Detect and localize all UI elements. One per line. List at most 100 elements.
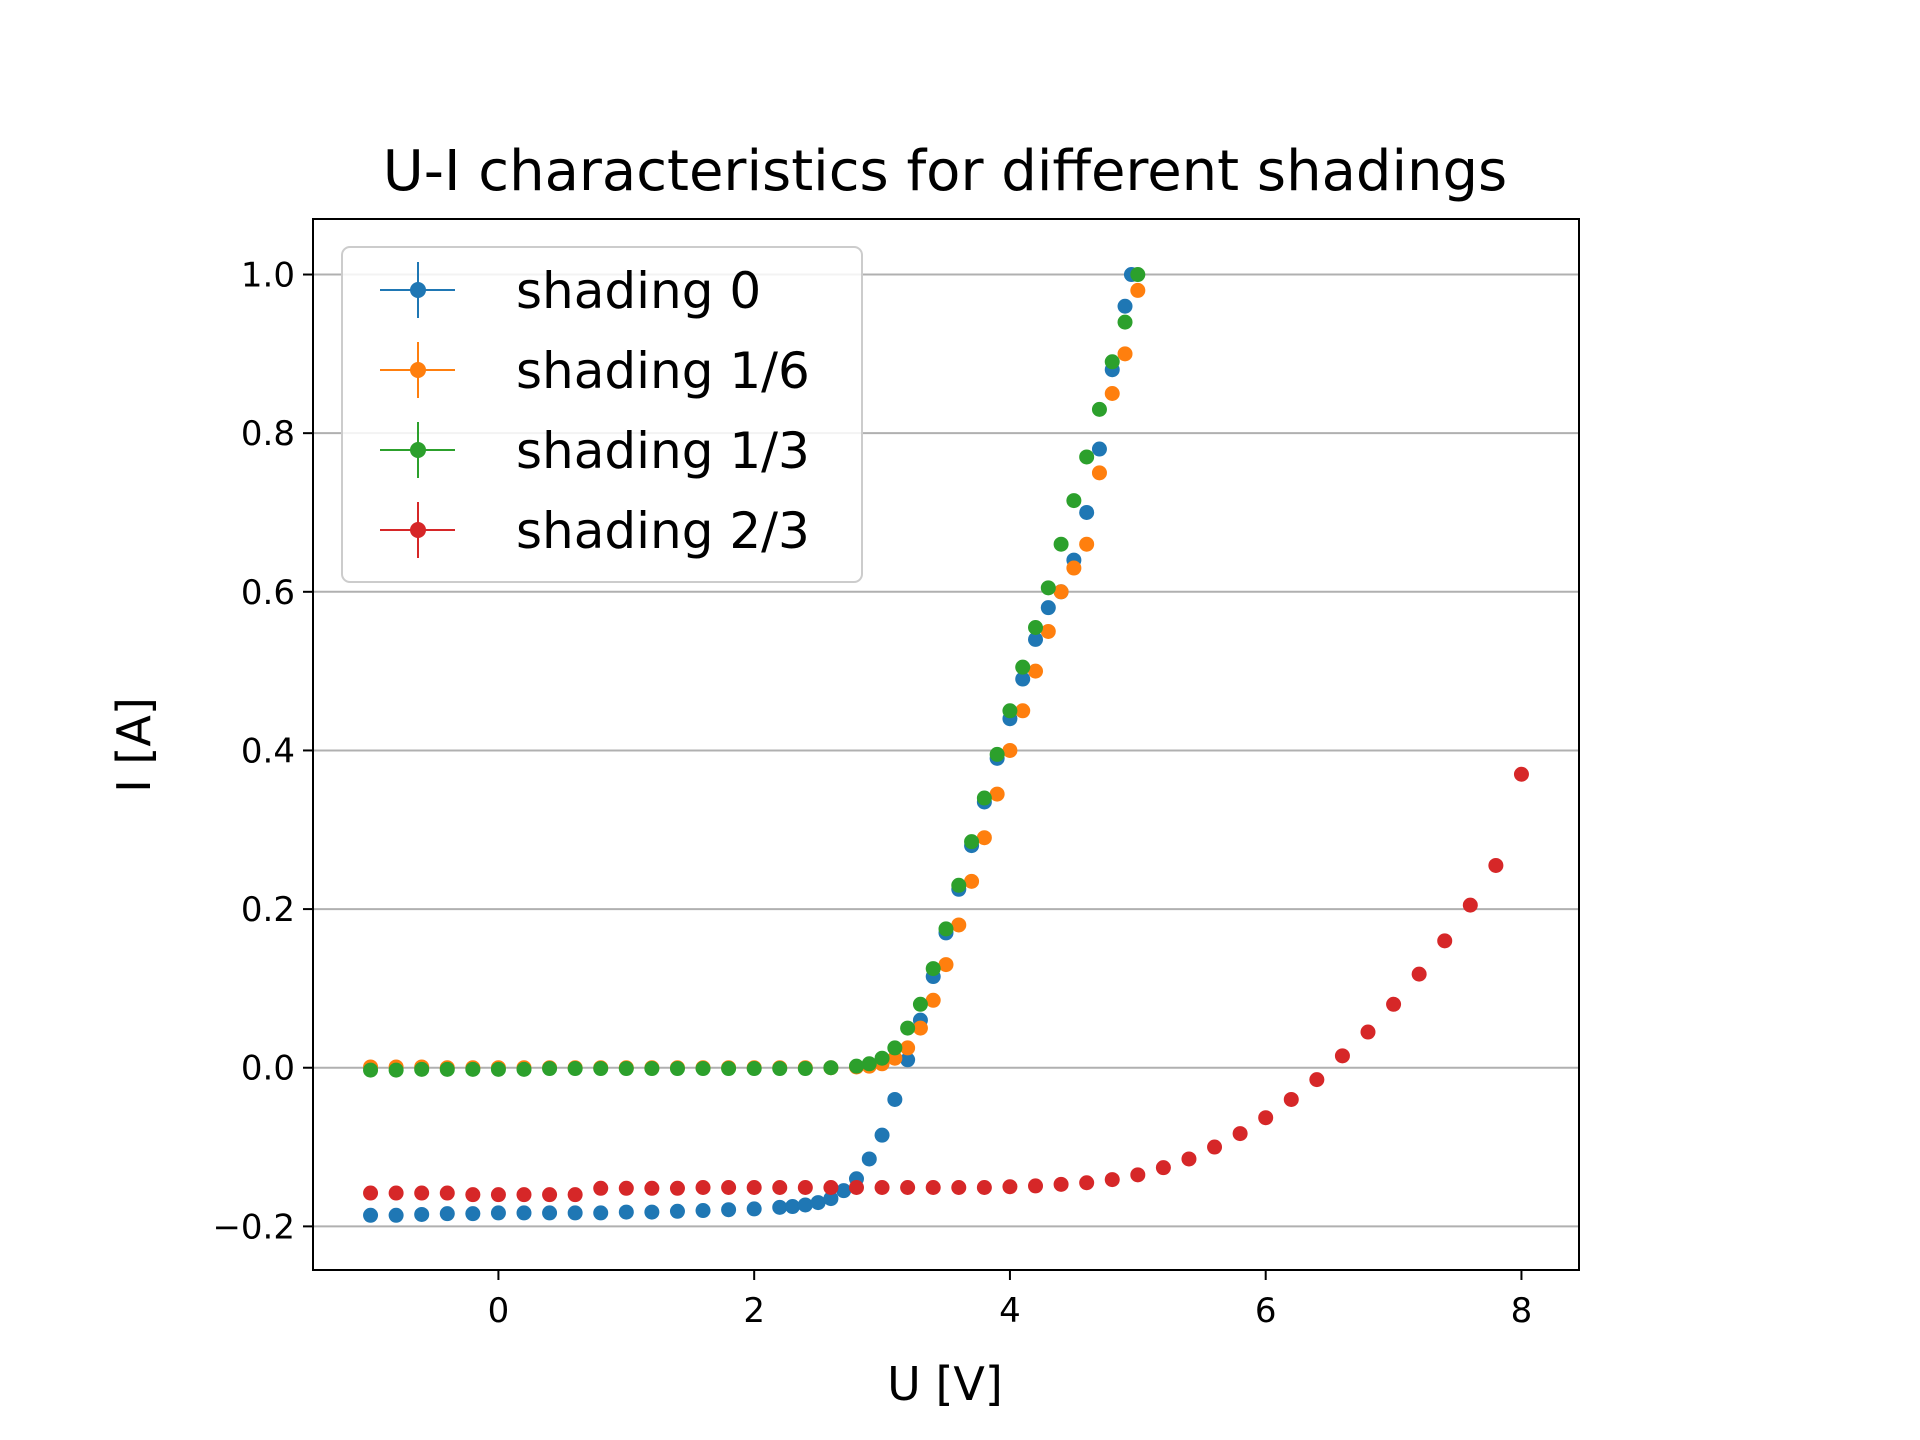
data-point: [976, 790, 992, 806]
data-point: [1079, 1175, 1095, 1191]
series-3: [363, 267, 1146, 1078]
data-point: [1028, 620, 1044, 636]
data-point: [644, 1061, 660, 1077]
y-tick-label: 0.2: [241, 890, 295, 930]
legend-label: shading 1/3: [516, 422, 810, 480]
data-point: [1104, 386, 1120, 402]
data-point: [618, 1180, 634, 1196]
data-points: [363, 267, 1529, 1223]
data-point: [363, 1207, 379, 1223]
data-point: [465, 1187, 481, 1203]
data-point: [848, 1180, 864, 1196]
data-point: [721, 1180, 737, 1196]
legend-marker: [410, 362, 426, 378]
data-point: [721, 1202, 737, 1218]
x-tick-label: 4: [999, 1291, 1021, 1331]
data-point: [465, 1061, 481, 1077]
data-point: [1079, 504, 1095, 520]
data-point: [1117, 314, 1133, 330]
data-point: [964, 873, 980, 889]
data-point: [1040, 623, 1056, 639]
data-point: [669, 1180, 685, 1196]
data-point: [900, 1180, 916, 1196]
data-point: [695, 1203, 711, 1219]
data-point: [1053, 1176, 1069, 1192]
data-point: [1386, 996, 1402, 1012]
y-tick-label: −0.2: [212, 1207, 295, 1247]
data-point: [1028, 1178, 1044, 1194]
y-tick-label: 0.0: [241, 1049, 295, 1089]
data-point: [925, 992, 941, 1008]
data-point: [644, 1180, 660, 1196]
data-point: [810, 1195, 826, 1211]
data-point: [989, 786, 1005, 802]
data-point: [951, 877, 967, 893]
data-point: [490, 1205, 506, 1221]
data-point: [542, 1061, 558, 1077]
x-tick-label: 8: [1511, 1291, 1533, 1331]
data-point: [1130, 282, 1146, 298]
data-point: [1015, 671, 1031, 687]
data-point: [823, 1191, 839, 1207]
data-point: [1028, 663, 1044, 679]
data-point: [388, 1185, 404, 1201]
y-tick-label: 1.0: [241, 256, 295, 296]
data-point: [618, 1204, 634, 1220]
data-point: [925, 1180, 941, 1196]
data-point: [414, 1185, 430, 1201]
data-point: [1091, 441, 1107, 457]
data-point: [490, 1061, 506, 1077]
data-point: [1079, 449, 1095, 465]
data-point: [618, 1061, 634, 1077]
data-point: [887, 1091, 903, 1107]
data-point: [1066, 493, 1082, 509]
data-point: [887, 1050, 903, 1066]
data-point: [836, 1183, 852, 1199]
data-point: [1040, 580, 1056, 596]
data-point: [1309, 1072, 1325, 1088]
data-point: [490, 1187, 506, 1203]
data-point: [1002, 1179, 1018, 1195]
data-point: [1181, 1151, 1197, 1167]
data-point: [1104, 1172, 1120, 1188]
data-point: [976, 1180, 992, 1196]
data-point: [912, 1020, 928, 1036]
data-point: [388, 1207, 404, 1223]
data-point: [861, 1056, 877, 1072]
data-point: [1258, 1110, 1274, 1126]
data-point: [1207, 1139, 1223, 1155]
data-point: [746, 1061, 762, 1077]
legend-label: shading 1/6: [516, 342, 810, 400]
legend-box: [341, 246, 863, 583]
data-point: [772, 1180, 788, 1196]
data-point: [1002, 703, 1018, 719]
legend-entry: shading 2/3: [380, 502, 810, 560]
data-point: [516, 1205, 532, 1221]
data-point: [874, 1180, 890, 1196]
data-point: [1015, 659, 1031, 675]
y-tick-label: 0.8: [241, 414, 295, 454]
data-point: [1513, 766, 1529, 782]
data-point: [1155, 1160, 1171, 1176]
data-point: [1130, 267, 1146, 283]
data-point: [900, 1052, 916, 1068]
data-point: [772, 1061, 788, 1077]
x-tick-label: 2: [743, 1291, 765, 1331]
legend-label: shading 2/3: [516, 502, 810, 560]
data-point: [669, 1061, 685, 1077]
data-point: [797, 1197, 813, 1213]
data-point: [861, 1151, 877, 1167]
data-point: [887, 1040, 903, 1056]
legend-label: shading 0: [516, 262, 761, 320]
y-tick-label: 0.6: [241, 573, 295, 613]
data-point: [695, 1061, 711, 1077]
legend-marker: [410, 442, 426, 458]
data-point: [964, 834, 980, 850]
data-point: [976, 830, 992, 846]
data-point: [669, 1203, 685, 1219]
data-point: [797, 1180, 813, 1196]
data-point: [772, 1199, 788, 1215]
data-point: [593, 1061, 609, 1077]
